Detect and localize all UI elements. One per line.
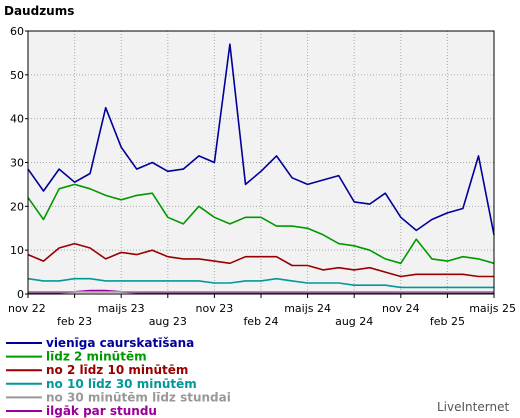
legend-label: ilgāk par stundu (46, 404, 157, 418)
series-layer (27, 43, 495, 294)
x-tick-label: maijs 25 (469, 302, 516, 315)
y-tick-label: 60 (10, 25, 24, 38)
y-tick-label: 0 (17, 288, 24, 301)
y-tick-label: 20 (10, 200, 24, 213)
grid-layer (28, 31, 494, 294)
legend-label: no 2 līdz 10 minūtēm (46, 363, 188, 377)
series-line-5 (28, 289, 494, 294)
series-line-3 (27, 277, 494, 289)
legend-label: līdz 2 minūtēm (46, 350, 147, 364)
y-tick-label: 30 (10, 157, 24, 170)
series-line-1 (27, 183, 495, 265)
legend-label: no 10 līdz 30 minūtēm (46, 377, 197, 391)
series-line-2 (27, 242, 494, 278)
legend-label: vienīga caurskatīšana (46, 336, 194, 350)
y-tick-label: 40 (10, 113, 24, 126)
x-tick-label: aug 24 (335, 315, 373, 328)
x-tick-label: maijs 24 (284, 302, 331, 315)
x-tick-label: nov 23 (196, 302, 234, 315)
x-axis: nov 22 feb 23 maijs 23 aug 23 nov 23 feb 24 ma… (8, 294, 516, 328)
x-tick-label: maijs 23 (98, 302, 145, 315)
chart-title: Daudzums (4, 4, 74, 18)
x-tick-label: feb 25 (430, 315, 465, 328)
series-line-0 (27, 43, 495, 235)
brand-label: LiveInternet (437, 400, 509, 414)
x-tick-label: nov 22 (8, 302, 46, 315)
x-tick-label: aug 23 (149, 315, 187, 328)
legend-label: no 30 minūtēm līdz stundai (46, 390, 231, 404)
y-tick-label: 10 (10, 244, 24, 257)
x-tick-label: feb 24 (243, 315, 278, 328)
y-axis: 0 10 20 30 40 50 60 (10, 25, 28, 301)
x-tick-label: feb 23 (57, 315, 92, 328)
y-tick-label: 50 (10, 69, 24, 82)
x-tick-label: nov 24 (382, 302, 420, 315)
